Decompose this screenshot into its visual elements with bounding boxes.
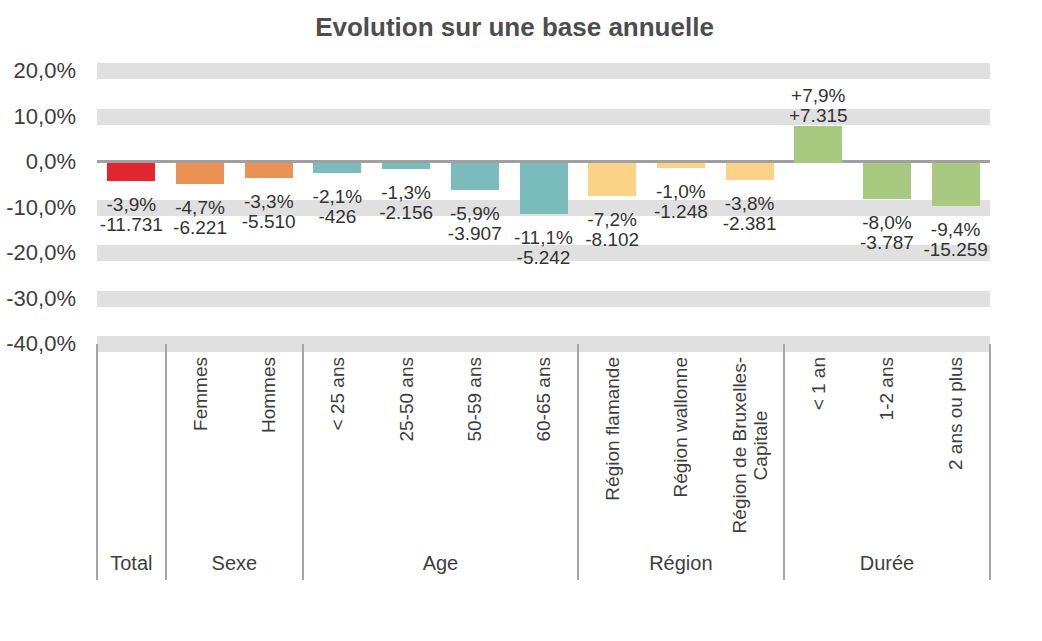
group-label: Age: [303, 552, 578, 574]
y-axis-tick-label: 10,0%: [0, 106, 76, 128]
category-label: < 1 an: [808, 357, 829, 410]
bar-pct-label: -3,8%: [690, 194, 810, 214]
bar-abs-label: -8.102: [552, 230, 672, 250]
bar: [863, 163, 911, 199]
bar-abs-label: +7.315: [758, 106, 878, 126]
bar-pct-label: -1,3%: [346, 183, 466, 203]
bar-value-label: -9,4%-15.259: [896, 220, 1016, 260]
bar: [794, 126, 842, 163]
bar-value-label: +7,9%+7.315: [758, 86, 878, 126]
bar: [107, 163, 155, 181]
bar: [382, 163, 430, 169]
bar-value-label: -3,8%-2.381: [690, 194, 810, 234]
y-axis-tick-label: -10,0%: [0, 197, 76, 219]
bar: [657, 163, 705, 168]
category-label: 1-2 ans: [876, 357, 897, 420]
group-label: Région: [578, 552, 784, 574]
bar: [313, 163, 361, 173]
bar: [726, 163, 774, 180]
category-label: Région de Bruxelles- Capitale: [729, 357, 771, 533]
group-label: Sexe: [166, 552, 303, 574]
gridline-band: [97, 291, 990, 307]
category-label: Région flamande: [602, 357, 623, 501]
bar-abs-label: -15.259: [896, 240, 1016, 260]
y-axis-tick-label: -30,0%: [0, 288, 76, 310]
group-label: Total: [97, 552, 166, 574]
category-label: Hommes: [258, 357, 279, 433]
group-separator: [577, 344, 579, 580]
category-label: < 25 ans: [327, 357, 348, 430]
chart-title: Evolution sur une base annuelle: [0, 13, 1029, 41]
category-label: 60-65 ans: [533, 357, 554, 442]
category-label: Région wallonne: [670, 357, 691, 498]
y-axis-tick-label: 0,0%: [0, 151, 76, 173]
group-separator: [989, 344, 991, 580]
bar: [451, 163, 499, 190]
category-label: Femmes: [190, 357, 211, 431]
category-label: 2 ans ou plus: [945, 357, 966, 470]
y-axis-tick-label: -40,0%: [0, 333, 76, 355]
gridline-band: [97, 63, 990, 79]
category-label: 50-59 ans: [464, 357, 485, 442]
bar-abs-label: -2.381: [690, 214, 810, 234]
bar: [176, 163, 224, 184]
bar-pct-label: +7,9%: [758, 86, 878, 106]
gridline-band: [97, 336, 990, 352]
bar-pct-label: -5,9%: [415, 204, 535, 224]
group-separator: [302, 344, 304, 580]
group-separator: [96, 344, 98, 580]
y-axis-tick-label: 20,0%: [0, 60, 76, 82]
bar: [245, 163, 293, 178]
evolution-bar-chart: Evolution sur une base annuelle 20,0% 10,…: [0, 0, 1042, 641]
bar: [932, 163, 980, 206]
category-label: 25-50 ans: [396, 357, 417, 442]
y-axis-tick-label: -20,0%: [0, 242, 76, 264]
group-separator: [165, 344, 167, 580]
group-label: Durée: [784, 552, 990, 574]
bar-abs-label: -5.242: [484, 248, 604, 268]
group-separator: [783, 344, 785, 580]
bar: [520, 163, 568, 214]
bar-pct-label: -9,4%: [896, 220, 1016, 240]
